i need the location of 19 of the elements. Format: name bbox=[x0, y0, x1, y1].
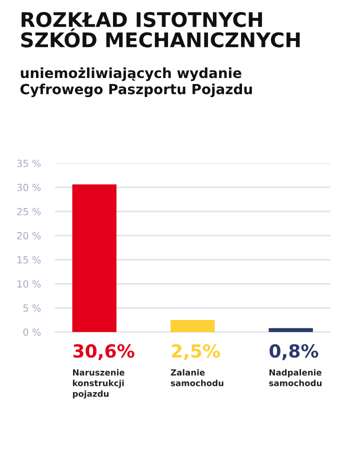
bar bbox=[268, 328, 313, 332]
y-tick-label: 5 % bbox=[23, 304, 41, 312]
data-label: 0,8% bbox=[270, 344, 318, 360]
y-tick-label: 15 % bbox=[18, 256, 41, 264]
x-tick-label: Nadpalenie samochodu bbox=[269, 369, 322, 386]
y-tick-label: 20 % bbox=[17, 232, 41, 240]
x-tick-label: Zalanie samochodu bbox=[170, 369, 224, 386]
data-label: 2,5% bbox=[172, 344, 220, 360]
x-tick-label: Naruszenie konstrukcji pojazdu bbox=[72, 369, 124, 399]
bar bbox=[72, 184, 116, 332]
y-tick-label: 35 % bbox=[17, 160, 41, 168]
bar bbox=[170, 320, 215, 332]
chart-title: ROZKŁAD ISTOTNYCH SZKÓD MECHANICZNYCH bbox=[21, 12, 300, 48]
y-tick-label: 30 % bbox=[17, 184, 41, 192]
y-tick-label: 25 % bbox=[17, 208, 41, 216]
y-tick-label: 0 % bbox=[23, 328, 41, 336]
y-tick-label: 10 % bbox=[18, 280, 41, 288]
chart-subtitle: uniemożliwiających wydanie Cyfrowego Paszportu Pojazdu bbox=[20, 67, 252, 98]
data-label: 30,6% bbox=[73, 344, 134, 360]
